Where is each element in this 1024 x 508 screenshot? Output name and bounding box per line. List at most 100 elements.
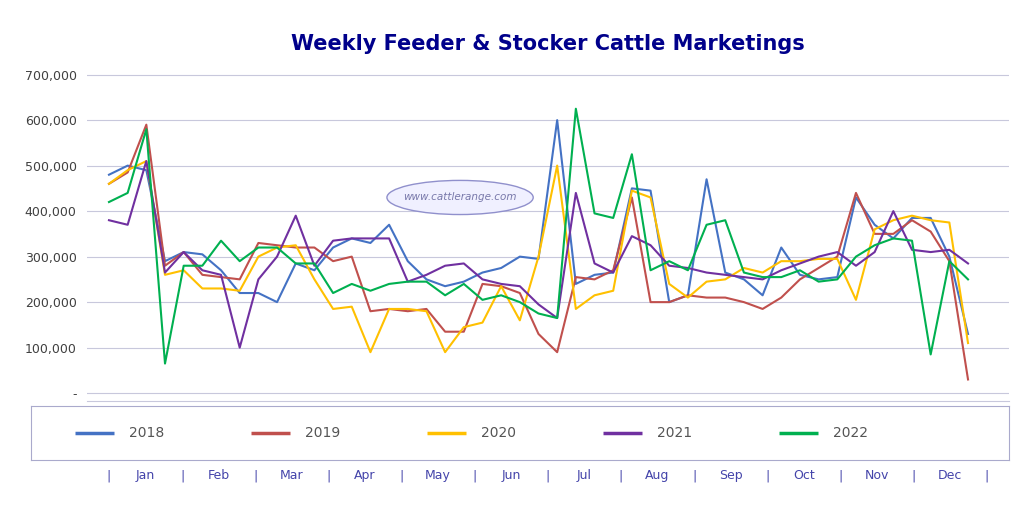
- 2021: [252, 276, 264, 282]
- 2019: [551, 349, 563, 355]
- 2021: [794, 261, 806, 267]
- 2021: [887, 208, 899, 214]
- 2022: [495, 292, 507, 298]
- 2022: [401, 278, 414, 284]
- 2020: [569, 306, 582, 312]
- 2018: [476, 270, 488, 276]
- 2022: [458, 281, 470, 287]
- Text: Aug: Aug: [645, 469, 670, 483]
- 2021: [327, 238, 339, 244]
- 2019: [887, 231, 899, 237]
- 2019: [420, 306, 432, 312]
- Text: 2020: 2020: [480, 426, 515, 440]
- 2019: [719, 295, 731, 301]
- 2022: [476, 297, 488, 303]
- 2018: [607, 270, 620, 276]
- Line: 2022: 2022: [109, 109, 968, 364]
- 2019: [233, 276, 246, 282]
- 2020: [140, 158, 153, 164]
- 2019: [252, 240, 264, 246]
- 2022: [737, 270, 750, 276]
- 2019: [476, 281, 488, 287]
- 2020: [122, 167, 134, 173]
- 2022: [664, 258, 676, 264]
- 2018: [159, 258, 171, 264]
- 2020: [943, 219, 955, 226]
- Text: |: |: [765, 469, 769, 483]
- 2022: [850, 253, 862, 260]
- 2020: [514, 318, 526, 324]
- 2018: [327, 244, 339, 250]
- Text: |: |: [180, 469, 184, 483]
- 2020: [906, 213, 919, 219]
- 2020: [365, 349, 377, 355]
- 2022: [439, 292, 452, 298]
- Text: Jun: Jun: [502, 469, 521, 483]
- 2019: [308, 244, 321, 250]
- 2018: [962, 331, 974, 337]
- 2020: [794, 258, 806, 264]
- 2018: [589, 272, 601, 278]
- 2021: [197, 267, 209, 273]
- 2018: [644, 187, 656, 194]
- 2022: [290, 261, 302, 267]
- 2022: [383, 281, 395, 287]
- 2022: [252, 244, 264, 250]
- 2018: [737, 276, 750, 282]
- 2018: [532, 256, 545, 262]
- 2020: [831, 256, 844, 262]
- 2019: [569, 274, 582, 280]
- 2020: [458, 324, 470, 330]
- 2022: [589, 210, 601, 216]
- Text: |: |: [911, 469, 915, 483]
- Text: Dec: Dec: [938, 469, 963, 483]
- 2021: [420, 272, 432, 278]
- 2021: [365, 235, 377, 241]
- 2021: [719, 272, 731, 278]
- 2019: [644, 299, 656, 305]
- 2018: [943, 253, 955, 260]
- 2018: [197, 251, 209, 258]
- 2019: [122, 169, 134, 175]
- 2020: [252, 253, 264, 260]
- 2019: [664, 299, 676, 305]
- 2020: [401, 306, 414, 312]
- 2019: [140, 121, 153, 128]
- 2018: [906, 215, 919, 221]
- 2019: [775, 295, 787, 301]
- Text: Feb: Feb: [208, 469, 229, 483]
- 2022: [197, 263, 209, 269]
- 2021: [664, 263, 676, 269]
- 2020: [737, 265, 750, 271]
- 2020: [812, 256, 824, 262]
- Text: |: |: [839, 469, 843, 483]
- 2018: [700, 176, 713, 182]
- 2020: [420, 308, 432, 314]
- 2020: [233, 288, 246, 294]
- 2019: [906, 217, 919, 224]
- Text: |: |: [618, 469, 624, 483]
- 2022: [626, 151, 638, 157]
- Text: 2018: 2018: [129, 426, 164, 440]
- 2020: [664, 281, 676, 287]
- 2020: [682, 295, 694, 301]
- 2020: [346, 304, 358, 310]
- 2021: [476, 276, 488, 282]
- 2022: [327, 290, 339, 296]
- Text: www.cattlerange.com: www.cattlerange.com: [403, 193, 517, 203]
- 2021: [700, 270, 713, 276]
- 2018: [233, 290, 246, 296]
- 2022: [644, 267, 656, 273]
- 2021: [458, 261, 470, 267]
- 2022: [757, 274, 769, 280]
- Text: |: |: [253, 469, 257, 483]
- 2021: [775, 267, 787, 273]
- 2019: [271, 242, 284, 248]
- 2019: [383, 306, 395, 312]
- 2018: [308, 267, 321, 273]
- 2020: [197, 285, 209, 292]
- 2019: [700, 295, 713, 301]
- 2022: [943, 258, 955, 264]
- 2022: [962, 276, 974, 282]
- 2022: [102, 199, 115, 205]
